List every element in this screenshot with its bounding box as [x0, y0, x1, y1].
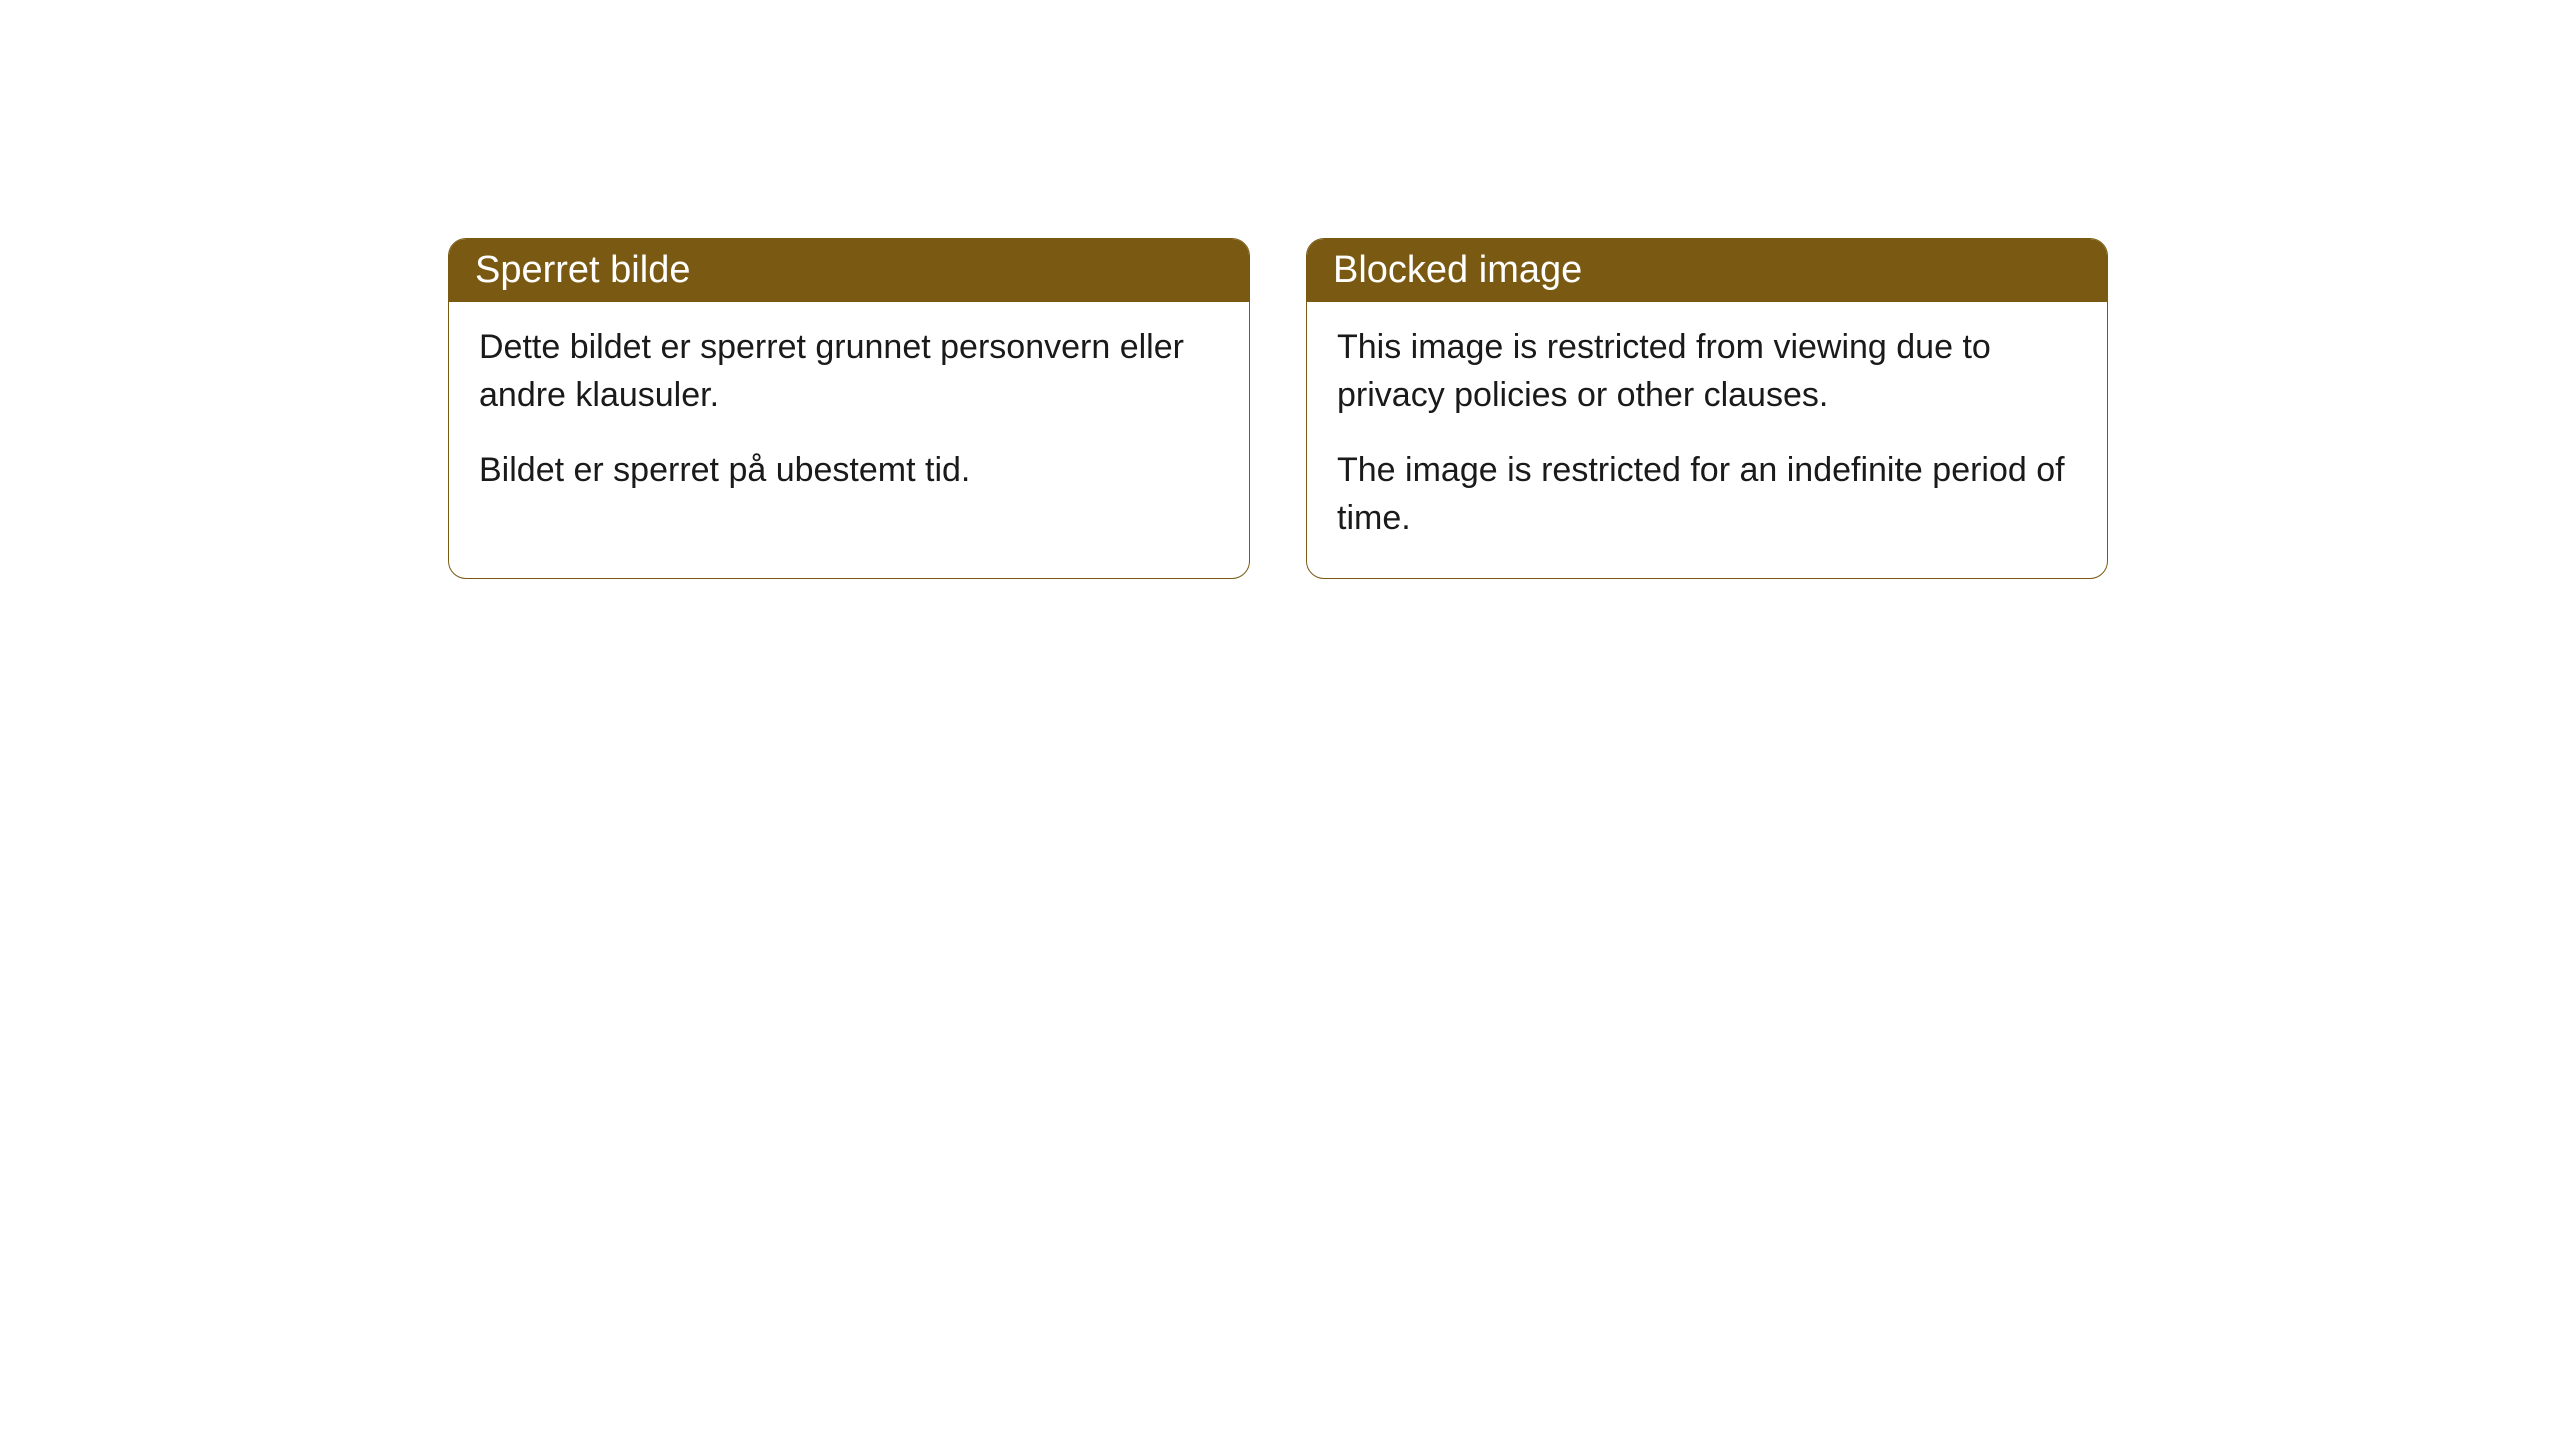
card-message-2: Bildet er sperret på ubestemt tid.	[479, 447, 1219, 495]
card-body-english: This image is restricted from viewing du…	[1307, 302, 2107, 578]
card-body-norwegian: Dette bildet er sperret grunnet personve…	[449, 302, 1249, 531]
blocked-image-card-english: Blocked image This image is restricted f…	[1306, 238, 2108, 579]
card-message-2: The image is restricted for an indefinit…	[1337, 447, 2077, 542]
notice-cards-container: Sperret bilde Dette bildet er sperret gr…	[448, 238, 2560, 579]
card-message-1: Dette bildet er sperret grunnet personve…	[479, 324, 1219, 419]
card-header-english: Blocked image	[1307, 239, 2107, 302]
card-message-1: This image is restricted from viewing du…	[1337, 324, 2077, 419]
card-title: Blocked image	[1333, 249, 1582, 291]
card-header-norwegian: Sperret bilde	[449, 239, 1249, 302]
card-title: Sperret bilde	[475, 249, 690, 291]
blocked-image-card-norwegian: Sperret bilde Dette bildet er sperret gr…	[448, 238, 1250, 579]
